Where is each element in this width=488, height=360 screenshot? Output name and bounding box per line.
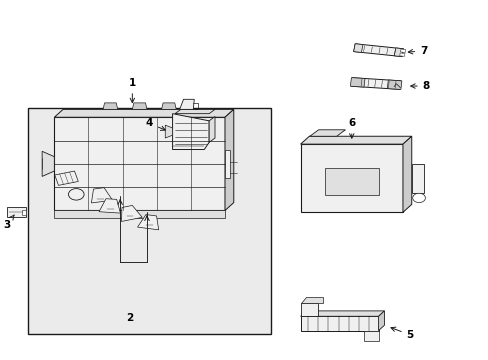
Polygon shape: [175, 109, 215, 114]
Polygon shape: [132, 103, 147, 109]
Polygon shape: [103, 103, 118, 109]
Polygon shape: [121, 206, 142, 221]
Polygon shape: [300, 316, 378, 330]
Polygon shape: [400, 49, 405, 53]
Polygon shape: [386, 80, 401, 89]
Text: 1: 1: [128, 78, 136, 103]
Polygon shape: [209, 117, 215, 142]
Text: 8: 8: [410, 81, 429, 91]
Polygon shape: [300, 297, 323, 303]
Polygon shape: [21, 210, 25, 215]
Polygon shape: [300, 303, 317, 316]
Polygon shape: [300, 136, 411, 144]
Polygon shape: [54, 211, 224, 218]
Polygon shape: [350, 78, 364, 87]
Polygon shape: [363, 330, 378, 341]
Polygon shape: [378, 311, 384, 330]
Polygon shape: [224, 109, 233, 211]
Polygon shape: [54, 109, 233, 117]
Text: 4: 4: [145, 118, 165, 130]
Text: 2: 2: [126, 313, 133, 323]
Polygon shape: [99, 199, 120, 213]
Polygon shape: [300, 144, 402, 212]
Polygon shape: [351, 78, 400, 89]
Text: 3: 3: [3, 215, 14, 230]
Polygon shape: [137, 215, 158, 230]
Polygon shape: [325, 168, 378, 195]
Polygon shape: [353, 44, 362, 53]
Polygon shape: [399, 53, 404, 56]
Polygon shape: [42, 151, 54, 176]
Text: 6: 6: [347, 118, 355, 138]
Polygon shape: [7, 207, 25, 217]
Polygon shape: [91, 188, 112, 203]
Polygon shape: [224, 149, 229, 178]
Text: 7: 7: [407, 46, 427, 56]
Polygon shape: [55, 171, 78, 185]
Text: 5: 5: [390, 327, 413, 340]
Polygon shape: [300, 311, 384, 316]
Polygon shape: [393, 48, 403, 57]
Polygon shape: [165, 125, 172, 138]
Polygon shape: [54, 117, 224, 211]
Bar: [27, 108, 271, 334]
Circle shape: [68, 189, 84, 200]
Polygon shape: [411, 164, 423, 193]
Circle shape: [412, 193, 425, 203]
Polygon shape: [309, 130, 345, 136]
Polygon shape: [172, 114, 209, 149]
Polygon shape: [353, 44, 403, 57]
Polygon shape: [402, 136, 411, 212]
Polygon shape: [179, 99, 194, 109]
Polygon shape: [161, 103, 176, 109]
